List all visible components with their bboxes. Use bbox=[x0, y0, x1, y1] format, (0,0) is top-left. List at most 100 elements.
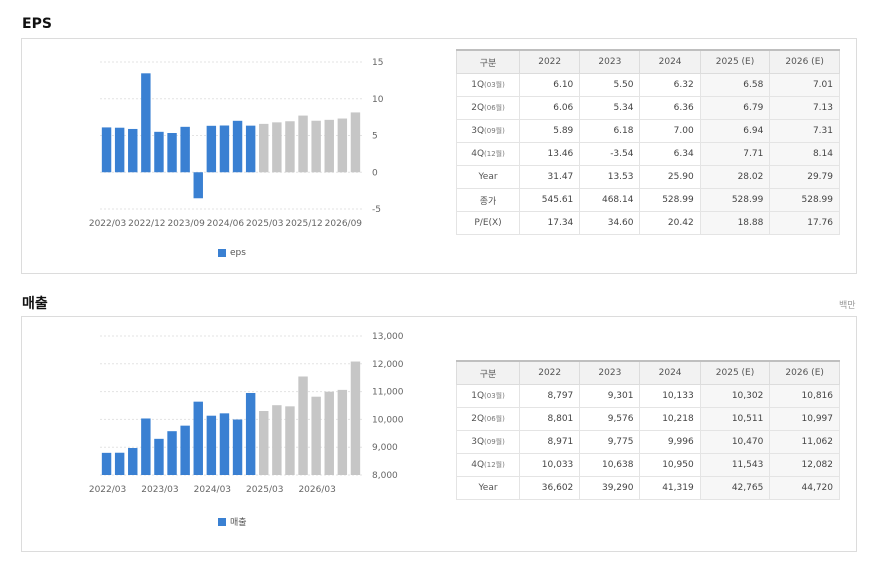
sales-table-cell: 11,543 bbox=[699, 453, 771, 477]
eps-table-cell: 29.79 bbox=[769, 165, 840, 189]
sales-bar-2025-09 bbox=[285, 406, 295, 475]
eps-table-cell: 18.88 bbox=[699, 211, 771, 235]
eps-table-row-label: 종가 bbox=[455, 188, 521, 212]
eps-bar-2023-06 bbox=[167, 133, 177, 173]
eps-legend-label: eps bbox=[230, 248, 246, 258]
eps-table-cell: 31.47 bbox=[519, 165, 581, 189]
eps-section-title: EPS bbox=[22, 16, 52, 32]
eps-table-cell: 6.94 bbox=[699, 119, 771, 143]
eps-table-cell: 6.10 bbox=[519, 73, 581, 97]
eps-x-tick-label: 2024/06 bbox=[207, 219, 245, 229]
sales-table-row: 2Q(06월) 8,801 9,576 10,218 10,511 10,997 bbox=[455, 407, 840, 431]
sales-table-cell: 10,997 bbox=[769, 407, 840, 431]
eps-y-tick-label: 15 bbox=[372, 58, 383, 68]
eps-bar-2022-06 bbox=[114, 127, 125, 173]
eps-table-row-label: 1Q(03월) bbox=[455, 73, 521, 97]
sales-table-row-label-text: 2Q bbox=[471, 414, 485, 424]
sales-x-tick-label: 2026/03 bbox=[298, 485, 335, 495]
sales-y-tick-label: 10,000 bbox=[372, 415, 404, 425]
eps-table-row: 종가 545.61 468.14 528.99 528.99 528.99 bbox=[455, 188, 840, 212]
sales-table-cell: 41,319 bbox=[639, 476, 701, 500]
sales-table-header-1: 2022 bbox=[519, 360, 581, 385]
eps-table-cell: 17.76 bbox=[769, 211, 840, 235]
sales-table-cell: 10,033 bbox=[519, 453, 581, 477]
sales-table-row: Year 36,602 39,290 41,319 42,765 44,720 bbox=[455, 476, 840, 500]
sales-table-cell: 42,765 bbox=[699, 476, 771, 500]
eps-table-cell: 13.46 bbox=[519, 142, 581, 166]
eps-table-cell: 7.01 bbox=[769, 73, 840, 97]
sales-y-tick-label: 11,000 bbox=[372, 388, 404, 398]
eps-bar-2025-03 bbox=[259, 123, 269, 173]
eps-x-tick-label: 2026/09 bbox=[325, 219, 363, 229]
eps-table-cell: -3.54 bbox=[579, 142, 641, 166]
eps-y-tick-label: 10 bbox=[372, 95, 384, 105]
eps-bar-2025-12 bbox=[298, 115, 308, 173]
sales-table-row-label-text: 1Q bbox=[471, 391, 485, 401]
eps-table-header-5: 2026 (E) bbox=[769, 49, 840, 74]
sales-table-header-0: 구분 bbox=[455, 360, 521, 385]
eps-table-row: 3Q(09월) 5.89 6.18 7.00 6.94 7.31 bbox=[455, 119, 840, 143]
sales-table-row-label: 3Q(09월) bbox=[455, 430, 521, 454]
eps-table-cell: 20.42 bbox=[639, 211, 701, 235]
sales-table-row-label-sub: (06월) bbox=[484, 415, 505, 423]
eps-bar-2026-12 bbox=[350, 112, 361, 173]
sales-table-header-4: 2025 (E) bbox=[699, 360, 771, 385]
sales-table-cell: 9,775 bbox=[579, 430, 641, 454]
sales-table-row: 4Q(12월) 10,033 10,638 10,950 11,543 12,082 bbox=[455, 453, 840, 477]
sales-y-tick-label: 12,000 bbox=[372, 360, 404, 370]
eps-bar-2025-09 bbox=[285, 121, 295, 173]
eps-bar-2026-09 bbox=[337, 118, 348, 173]
eps-x-tick-label: 2025/12 bbox=[285, 219, 322, 229]
eps-table-row-label-text: Year bbox=[478, 172, 498, 182]
sales-table-row-label-text: Year bbox=[478, 483, 498, 493]
sales-legend-label: 매출 bbox=[230, 518, 247, 528]
eps-table-row-label: 2Q(06월) bbox=[455, 96, 521, 120]
eps-table-cell: 5.34 bbox=[579, 96, 641, 120]
eps-legend-swatch bbox=[218, 249, 226, 257]
eps-table-row-label-text: 2Q bbox=[471, 103, 485, 113]
sales-x-tick-label: 2024/03 bbox=[194, 485, 231, 495]
eps-bar-2024-09 bbox=[232, 120, 243, 173]
eps-table-cell: 528.99 bbox=[699, 188, 771, 212]
sales-table-cell: 10,218 bbox=[639, 407, 701, 431]
eps-x-tick-label: 2025/03 bbox=[246, 219, 283, 229]
eps-table-cell: 528.99 bbox=[639, 188, 701, 212]
sales-bar-2026-03 bbox=[311, 396, 321, 475]
sales-table-row-label-text: 4Q bbox=[471, 460, 485, 470]
sales-unit: 백만 bbox=[839, 301, 856, 311]
sales-table-cell: 8,797 bbox=[519, 384, 581, 408]
eps-bar-2022-12 bbox=[141, 73, 151, 173]
sales-table-row-label: Year bbox=[455, 476, 521, 500]
eps-bar-2024-03 bbox=[206, 125, 217, 173]
eps-table-row-label: 3Q(09월) bbox=[455, 119, 521, 143]
sales-bar-2024-06 bbox=[219, 413, 230, 475]
eps-bar-2023-09 bbox=[180, 126, 190, 173]
sales-bar-2022-12 bbox=[141, 418, 151, 475]
sales-table-row-label-sub: (03월) bbox=[484, 392, 505, 400]
eps-legend: eps bbox=[218, 248, 246, 258]
sales-bar-2022-09 bbox=[128, 448, 138, 475]
eps-table-row: P/E(X) 17.34 34.60 20.42 18.88 17.76 bbox=[455, 211, 840, 235]
eps-table-cell: 6.36 bbox=[639, 96, 701, 120]
sales-bar-2026-06 bbox=[324, 391, 334, 475]
sales-bar-2026-12 bbox=[350, 361, 361, 475]
eps-table-cell: 7.31 bbox=[769, 119, 840, 143]
eps-table-cell: 6.32 bbox=[639, 73, 701, 97]
eps-table-row-label: P/E(X) bbox=[455, 211, 521, 235]
sales-bar-2023-12 bbox=[193, 401, 203, 475]
eps-table-cell: 6.79 bbox=[699, 96, 771, 120]
eps-table-cell: 5.89 bbox=[519, 119, 581, 143]
sales-table-cell: 44,720 bbox=[769, 476, 840, 500]
eps-table-row-label-sub: (06월) bbox=[484, 104, 505, 112]
eps-table-header-2: 2023 bbox=[579, 49, 641, 74]
eps-x-tick-label: 2022/03 bbox=[89, 219, 126, 229]
sales-table-header-5: 2026 (E) bbox=[769, 360, 840, 385]
sales-table-cell: 10,302 bbox=[699, 384, 771, 408]
eps-table-cell: 6.06 bbox=[519, 96, 581, 120]
sales-x-tick-label: 2025/03 bbox=[246, 485, 283, 495]
eps-table-row-label-text: 1Q bbox=[471, 80, 485, 90]
sales-table-cell: 9,996 bbox=[639, 430, 701, 454]
sales-table-cell: 12,082 bbox=[769, 453, 840, 477]
eps-table-row-label: Year bbox=[455, 165, 521, 189]
